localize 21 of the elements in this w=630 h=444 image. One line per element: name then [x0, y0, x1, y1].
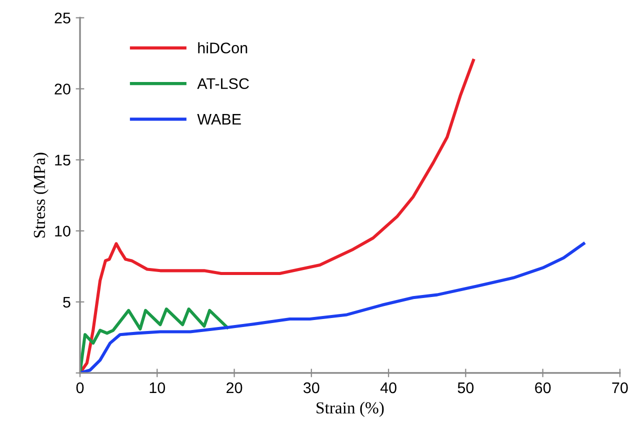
- legend-label: AT-LSC: [197, 78, 249, 90]
- y-axis-title: Stress (MPa): [33, 152, 48, 238]
- line-series: [80, 307, 229, 373]
- x-tick-label: 10: [150, 382, 166, 394]
- y-tick-label: 5: [63, 296, 70, 308]
- x-tick-label: 70: [612, 382, 628, 394]
- legend-label: hiDCon: [198, 42, 248, 54]
- x-axis-title: Strain (%): [316, 402, 384, 417]
- x-tick-label: 60: [535, 382, 551, 394]
- x-tick-label: 30: [303, 382, 320, 394]
- legend-label: WABE: [197, 114, 241, 125]
- line-series: [80, 242, 586, 373]
- x-tick-label: 0: [76, 382, 84, 394]
- line-series: [80, 58, 475, 373]
- y-tick-label: 20: [54, 84, 70, 94]
- x-tick-label: 20: [226, 382, 242, 394]
- y-tick-label: 15: [55, 154, 70, 166]
- y-tick-label: 10: [55, 226, 70, 237]
- x-tick-label: 50: [458, 382, 474, 394]
- x-tick-label: 40: [380, 382, 396, 394]
- y-tick-label: 25: [54, 12, 70, 24]
